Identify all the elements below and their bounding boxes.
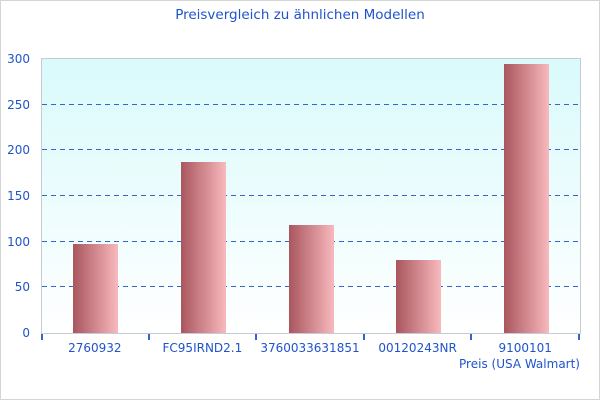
bar-9100101 [503, 64, 549, 333]
y-tick-label-50: 50 [14, 280, 30, 295]
x-tick-mark [362, 334, 365, 340]
bar-00120243NR [396, 259, 442, 333]
gridline-y-200 [42, 149, 580, 151]
plot-area [41, 58, 581, 334]
x-category-label-00120243NR: 00120243NR [378, 341, 457, 355]
x-tick-mark [147, 334, 150, 340]
x-axis-title: Preis (USA Walmart) [459, 357, 580, 371]
x-tick-mark [578, 334, 580, 340]
y-tick-label-0: 0 [22, 326, 30, 340]
x-category-label-FC95IRND2.1: FC95IRND2.1 [162, 341, 243, 355]
chart-title: Preisvergleich zu ähnlichen Modellen [175, 7, 425, 23]
bar-2760932 [73, 243, 119, 333]
bar-3760033631851 [288, 225, 334, 333]
y-tick-label-300: 300 [7, 52, 30, 66]
y-tick-label-250: 250 [7, 97, 30, 112]
x-category-label-3760033631851: 3760033631851 [260, 341, 360, 355]
x-tick-mark [41, 334, 43, 340]
x-axis-labels: 2760932 FC95IRND2.1 3760033631851 00120243N… [41, 341, 581, 356]
gridline-y-250 [42, 103, 580, 105]
x-tick-mark [255, 334, 258, 340]
bar-FC95IRND2.1 [180, 162, 226, 333]
x-category-label-2760932: 2760932 [68, 341, 122, 355]
y-axis-labels: 0 50 100 150 200 250 300 [1, 52, 35, 340]
y-tick-label-200: 200 [7, 143, 30, 158]
x-tick-mark [470, 334, 473, 340]
y-tick-label-100: 100 [7, 234, 30, 249]
y-tick-label-150: 150 [7, 189, 30, 203]
x-category-label-9100101: 9100101 [498, 341, 552, 355]
x-axis-tick-marks [41, 334, 581, 341]
gridline-y-150 [42, 195, 580, 196]
